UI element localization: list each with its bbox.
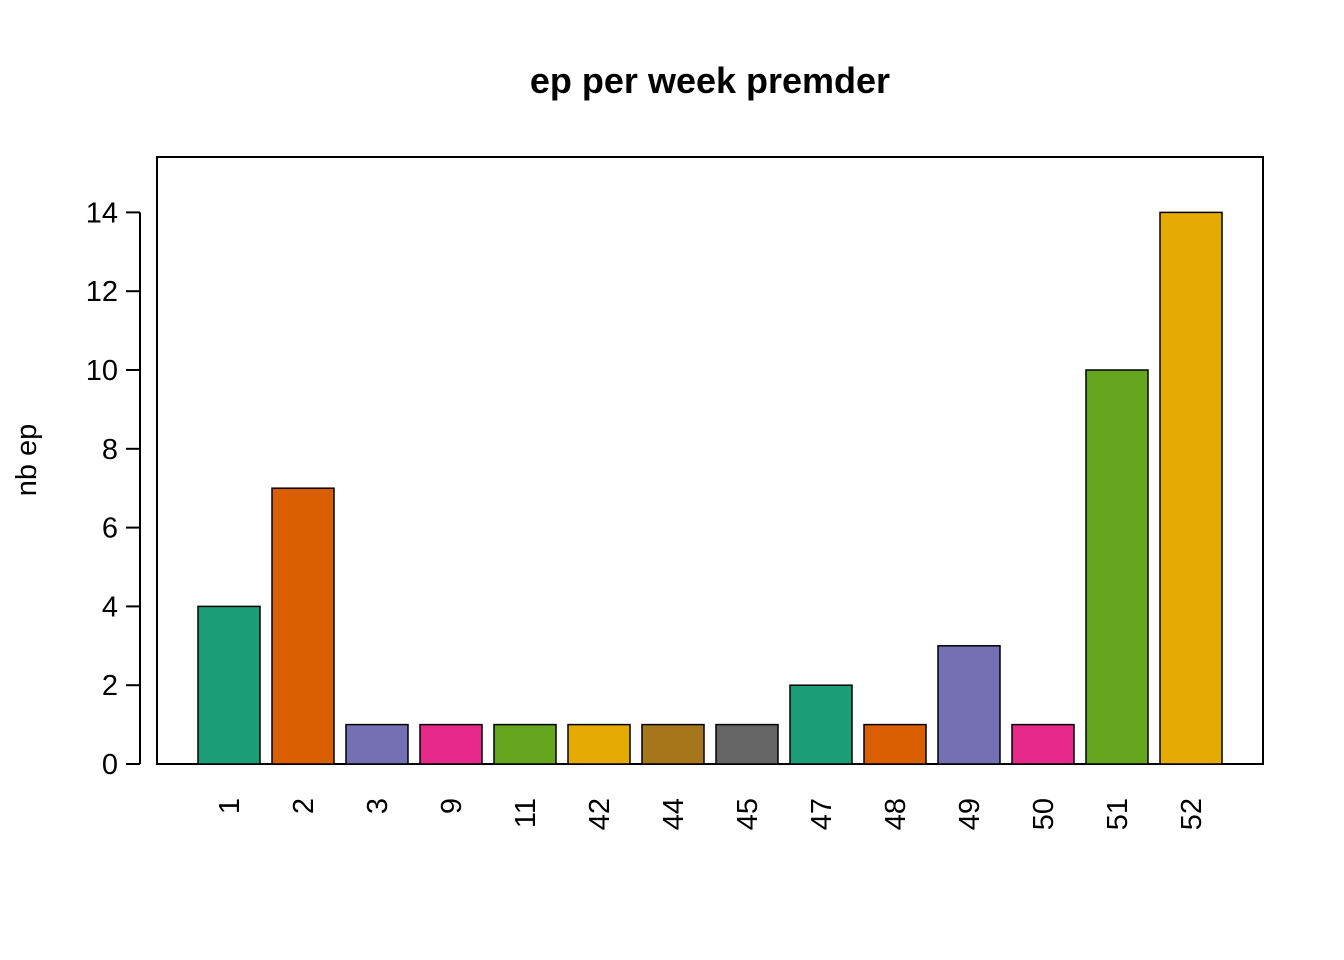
bar-45: [715, 723, 779, 765]
chart-title: ep per week premder: [530, 60, 890, 101]
bar-9: [419, 723, 483, 765]
bar-48: [863, 723, 927, 765]
x-tick-label: 52: [1176, 798, 1208, 830]
x-tick-label: 48: [880, 798, 912, 830]
bar-2: [271, 487, 335, 765]
y-tick-label: 8: [102, 434, 118, 466]
y-tick-label: 4: [102, 591, 118, 623]
bar-44: [641, 723, 705, 765]
x-tick-label: 1: [214, 798, 246, 814]
x-tick-label: 3: [362, 798, 394, 814]
bar-52: [1159, 211, 1223, 765]
x-tick-label: 44: [658, 798, 690, 830]
y-tick-label: 12: [86, 276, 118, 308]
y-tick-label: 14: [86, 197, 118, 229]
y-tick-label: 2: [102, 670, 118, 702]
x-tick-label: 9: [436, 798, 468, 814]
x-tick-label: 50: [1028, 798, 1060, 830]
bar-50: [1011, 723, 1075, 765]
y-axis: 0 2 4 6 8 10 12 14: [86, 197, 141, 781]
x-tick-label: 47: [806, 798, 838, 830]
x-tick-label: 49: [954, 798, 986, 830]
y-tick-label: 0: [102, 749, 118, 781]
x-axis: 1 2 3 9 11 42 44 45 47 48 49 50 51 52: [214, 798, 1208, 830]
bar-11: [493, 723, 557, 765]
y-tick-label: 10: [86, 355, 118, 387]
y-tick-label: 6: [102, 513, 118, 545]
x-tick-label: 2: [288, 798, 320, 814]
x-tick-label: 42: [584, 798, 616, 830]
bar-49: [937, 645, 1001, 765]
bar-42: [567, 723, 631, 765]
x-tick-label: 51: [1102, 798, 1134, 830]
x-tick-label: 11: [510, 798, 542, 828]
bar-1: [197, 605, 261, 765]
bar-3: [345, 723, 409, 765]
x-tick-label: 45: [732, 798, 764, 830]
plot-frame: [156, 156, 1264, 765]
bars-group: [197, 211, 1223, 765]
y-axis-label: nb ep: [11, 424, 43, 497]
bar-51: [1085, 369, 1149, 765]
bar-47: [789, 684, 853, 765]
